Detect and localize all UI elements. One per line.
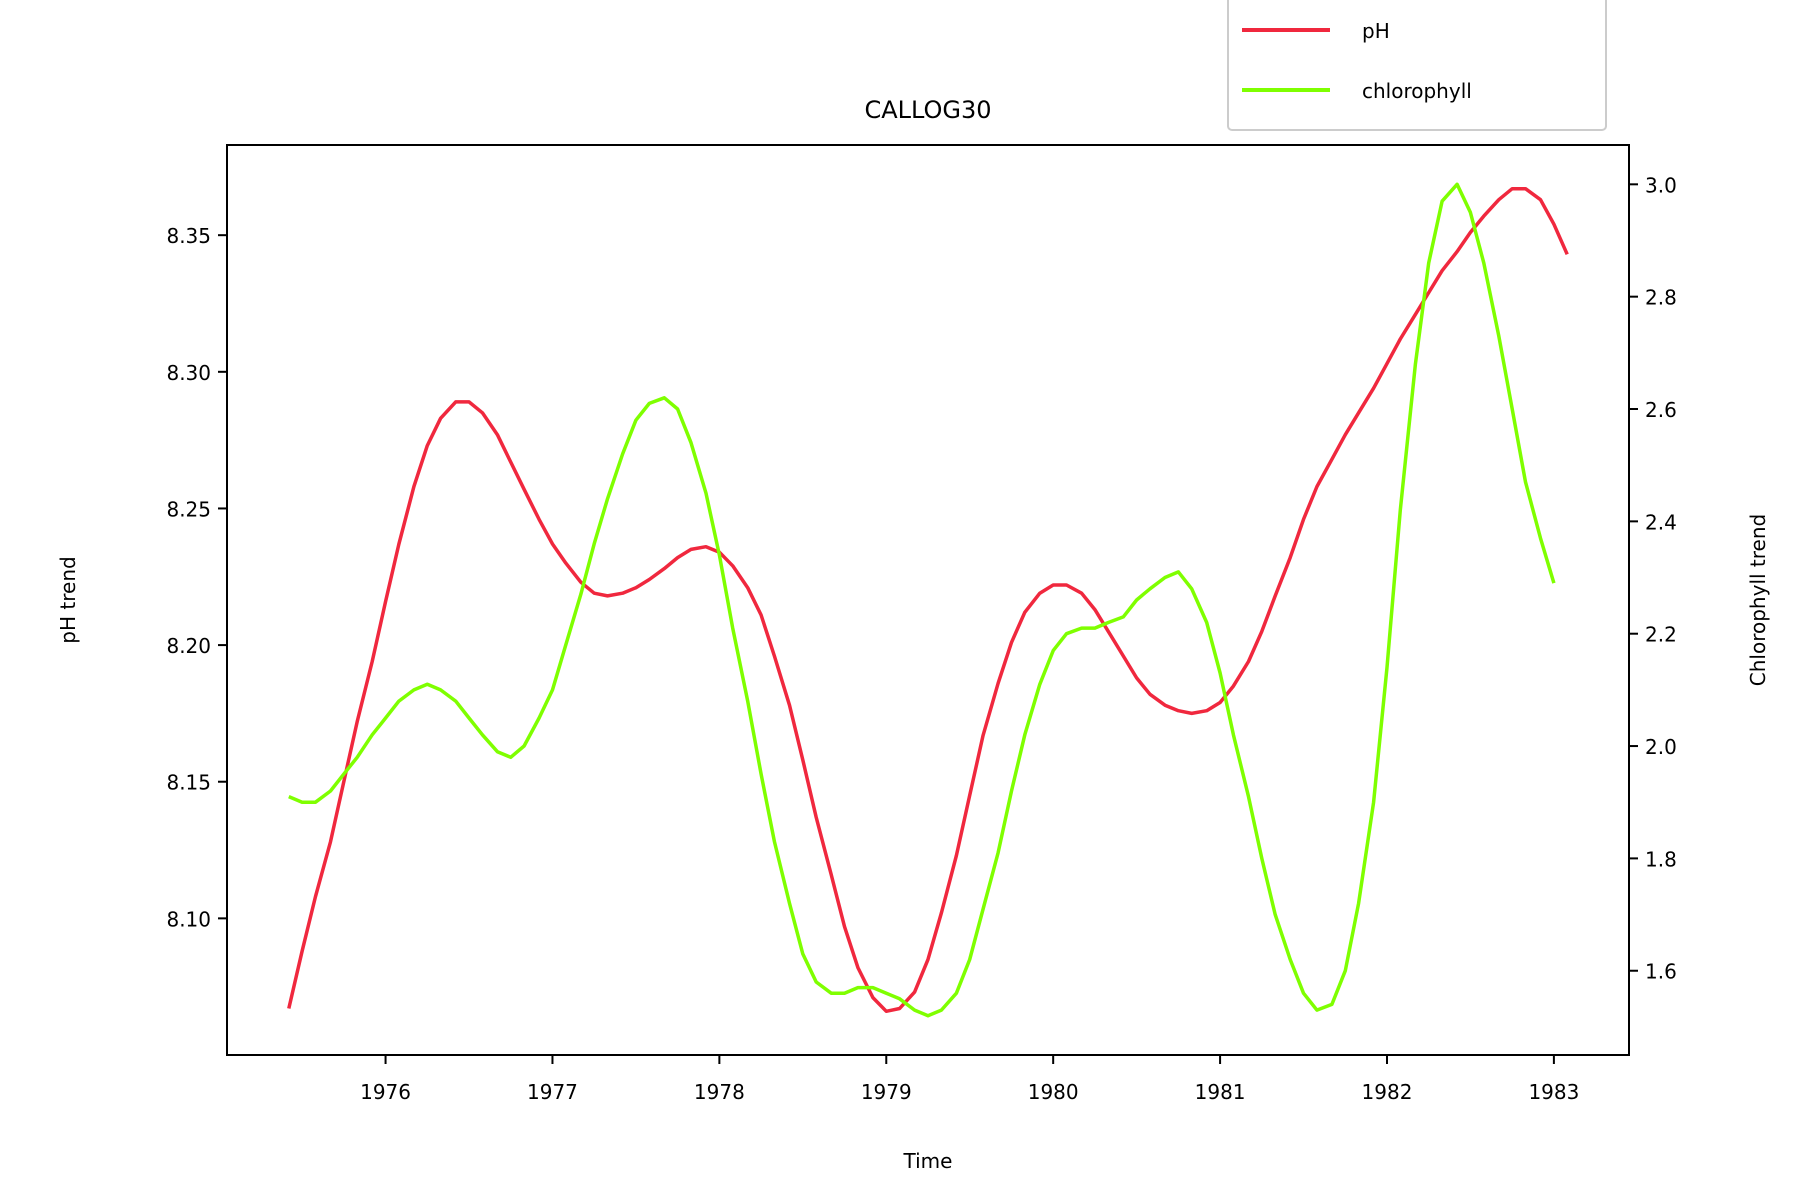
legend-label-chlorophyll: chlorophyll: [1362, 79, 1472, 103]
right-y-tick-label: 2.0: [1645, 735, 1677, 759]
x-tick-label: 1977: [527, 1080, 578, 1104]
x-tick-label: 1976: [360, 1080, 411, 1104]
series-line-ph: [287, 186, 1569, 1014]
right-y-tick-label: 3.0: [1645, 173, 1677, 197]
x-tick-label: 1983: [1528, 1080, 1579, 1104]
series-line-chlorophyll: [288, 182, 1556, 1018]
x-axis-ticks: 1976 1977 1978 1979 1980 1981 1982 1983: [360, 1055, 1579, 1104]
legend: pH chlorophyll: [1227, 0, 1607, 131]
legend-box: [1227, 0, 1607, 131]
left-y-tick-label: 8.10: [166, 907, 211, 931]
x-tick-label: 1980: [1028, 1080, 1079, 1104]
right-y-tick-label: 1.8: [1645, 847, 1677, 871]
left-y-tick-label: 8.25: [166, 497, 211, 521]
x-axis-title: Time: [903, 1149, 953, 1173]
right-y-tick-label: 2.4: [1645, 510, 1677, 534]
left-y-tick-label: 8.30: [166, 361, 211, 385]
right-y-tick-label: 2.6: [1645, 398, 1677, 422]
left-y-tick-label: 8.15: [166, 771, 211, 795]
left-y-axis-ticks: 8.10 8.15 8.20 8.25 8.30 8.35: [166, 224, 227, 931]
right-y-tick-label: 2.2: [1645, 623, 1677, 647]
plot-frame: [226, 144, 1630, 1056]
left-y-tick-label: 8.20: [166, 634, 211, 658]
chart-title: CALLOG30: [864, 96, 991, 124]
x-tick-label: 1979: [861, 1080, 912, 1104]
left-y-axis-title: pH trend: [56, 556, 80, 643]
left-y-tick-label: 8.35: [166, 224, 211, 248]
series-layer: [287, 182, 1569, 1018]
right-y-tick-label: 2.8: [1645, 286, 1677, 310]
x-tick-label: 1981: [1195, 1080, 1246, 1104]
x-tick-label: 1978: [694, 1080, 745, 1104]
x-tick-label: 1982: [1362, 1080, 1413, 1104]
legend-label-ph: pH: [1362, 19, 1390, 43]
right-y-tick-label: 1.6: [1645, 960, 1677, 984]
right-y-axis-title: Chlorophyll trend: [1746, 514, 1770, 686]
right-y-axis-ticks: 1.6 1.8 2.0 2.2 2.4 2.6 2.8 3.0: [1629, 173, 1677, 984]
